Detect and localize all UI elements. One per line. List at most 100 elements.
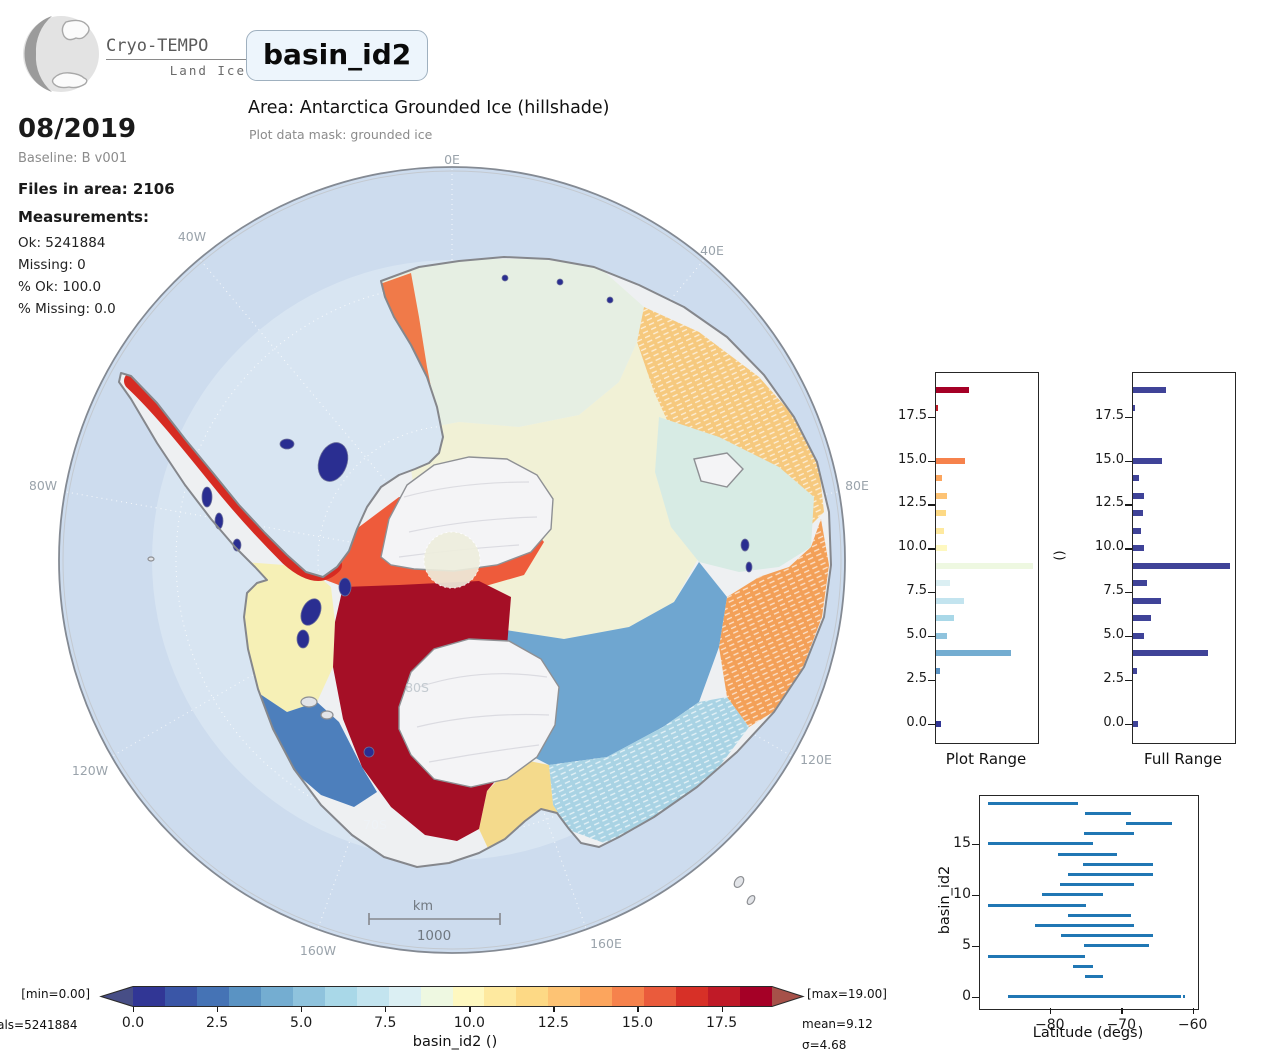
y-tick-mark	[928, 460, 935, 462]
colorbar-outline	[99, 985, 805, 1008]
grid-label-120E: 120E	[800, 752, 832, 767]
colorbar-cell-2	[196, 986, 229, 1007]
y-tick-label: 5.0	[906, 626, 927, 642]
hist-bar	[1133, 580, 1148, 587]
x-tick-label: −70	[1106, 1017, 1136, 1033]
scale-value: 1000	[417, 928, 451, 944]
logo-text: Cryo-TEMPO Land Ice	[106, 36, 246, 78]
lat-label-70S: 70S	[363, 817, 387, 832]
y-tick-label: 17.5	[1095, 407, 1124, 423]
cb-tick-label: 2.5	[205, 1015, 229, 1031]
colorbar-cell-11	[484, 986, 517, 1007]
stat-pct-missing: % Missing: 0.0	[18, 301, 116, 317]
latitude-range-plot	[979, 795, 1199, 1010]
range-segment	[988, 801, 1078, 805]
range-segment	[1182, 995, 1185, 999]
lat-label-80S: 80S	[405, 680, 429, 695]
range-segment	[1061, 934, 1154, 938]
grid-label-160W: 160W	[300, 943, 336, 958]
colorbar-cell-5	[292, 986, 325, 1007]
cb-tick-mark	[217, 1007, 219, 1012]
colorbar-cell-1	[164, 986, 197, 1007]
plot-range-histogram	[935, 372, 1039, 744]
y-tick-label: 0.0	[906, 714, 927, 730]
measurements-heading: Measurements:	[18, 208, 149, 226]
scatter-xlabel: Latitude (degs)	[1032, 1025, 1144, 1041]
hist-bar	[936, 632, 948, 639]
y-tick-label: 7.5	[906, 583, 927, 599]
hist-bar	[1133, 475, 1140, 482]
colorbar-cell-17	[676, 986, 709, 1007]
range-segment	[1058, 852, 1117, 856]
cb-tick-label: 5.0	[290, 1015, 313, 1031]
basin-8-region	[381, 259, 644, 429]
max-annotation: [max=19.00]	[807, 987, 887, 1001]
cb-tick-mark	[721, 1007, 723, 1012]
logo-title: Cryo-TEMPO	[106, 36, 246, 60]
colorbar-cell-0	[133, 986, 165, 1007]
cb-tick-label: 17.5	[705, 1015, 738, 1031]
y-tick-label: 5.0	[1103, 626, 1124, 642]
y-tick-label: 5	[962, 936, 971, 953]
y-tick-mark	[972, 945, 979, 948]
stat-ok: Ok: 5241884	[18, 235, 106, 251]
hist-bar	[936, 597, 964, 604]
period-label: 08/2019	[18, 114, 137, 144]
colorbar-cell-18	[708, 986, 741, 1007]
y-tick-mark	[928, 416, 935, 418]
y-tick-label: 17.5	[898, 407, 927, 423]
y-tick-label: 10.0	[1095, 539, 1124, 555]
grid-label-40W: 40W	[178, 229, 206, 244]
cb-tick-mark	[301, 1007, 303, 1012]
colorbar	[133, 986, 773, 1007]
colorbar-cell-16	[644, 986, 677, 1007]
cb-tick-mark	[553, 1007, 555, 1012]
y-tick-label: 12.5	[898, 495, 927, 511]
ross-ice-shelf	[398, 638, 560, 788]
cb-tick-label: 10.0	[453, 1015, 485, 1031]
y-tick-label: 2.5	[1103, 670, 1124, 686]
x-tick-mark	[1049, 1008, 1052, 1014]
y-tick-mark	[1125, 592, 1132, 594]
colorbar-cell-19	[740, 986, 773, 1007]
files-count: Files in area: 2106	[18, 180, 175, 198]
colorbar-cell-8	[388, 986, 421, 1007]
vals-annotation: vals=5241884	[0, 1018, 78, 1032]
basin-0-patches	[201, 274, 753, 758]
range-segment	[1067, 872, 1153, 876]
range-segment	[1007, 995, 1182, 999]
x-tick-mark	[1121, 1008, 1123, 1014]
range-segment	[1125, 822, 1172, 826]
cb-tick-label: 7.5	[374, 1015, 397, 1031]
range-segment	[1085, 974, 1103, 978]
grid-label-0E: 0E	[444, 152, 460, 167]
grid-label-80E: 80E	[845, 478, 869, 493]
y-tick-mark	[1125, 548, 1132, 550]
hist-bar	[936, 510, 947, 517]
range-segment	[1060, 883, 1135, 887]
y-tick-label: 15	[953, 834, 971, 851]
hist-bar	[1133, 387, 1166, 394]
full-range-histogram	[1132, 372, 1236, 744]
grid-label-80W: 80W	[30, 478, 57, 493]
colorbar-cell-9	[420, 986, 453, 1007]
hist-bar	[1133, 545, 1145, 552]
mean-annotation: mean=9.12	[802, 1017, 873, 1031]
y-tick-label: 0.0	[1103, 714, 1124, 730]
amery-ice-shelf	[693, 452, 744, 488]
cb-tick-label: 12.5	[537, 1015, 569, 1031]
colorbar-cell-7	[356, 986, 389, 1007]
y-tick-label: 10	[953, 885, 971, 902]
y-tick-mark	[1125, 635, 1132, 638]
antarctica-basin-map: 0E 40E 80E 120E 160E 160W 120W 80W 40W 80S 70S km …	[30, 152, 869, 958]
baseline-label: Baseline: B v001	[18, 151, 128, 166]
hist-bar	[936, 667, 941, 674]
hist-bar	[1133, 632, 1145, 639]
area-title: Area: Antarctica Grounded Ice (hillshade…	[248, 98, 610, 118]
x-tick-mark	[1192, 1008, 1194, 1014]
y-tick-mark	[928, 635, 935, 638]
hist-bar	[936, 545, 948, 552]
colorbar-cell-4	[260, 986, 293, 1007]
hist-bar	[1133, 527, 1142, 534]
